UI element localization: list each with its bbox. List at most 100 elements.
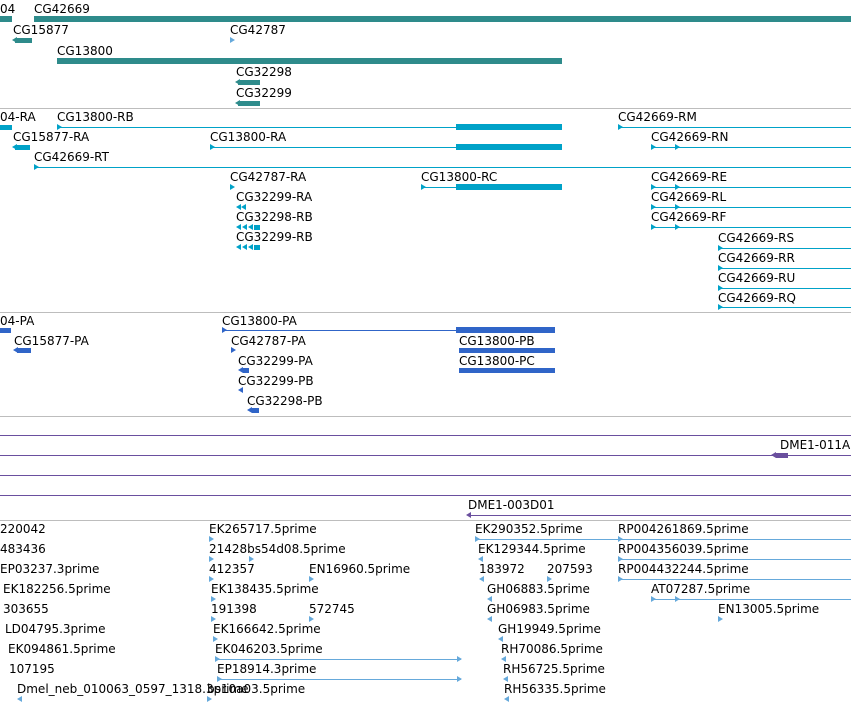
transcript-line-cg42669-rm[interactable] — [618, 127, 851, 128]
transcript-bar-04-ra[interactable] — [0, 125, 12, 130]
strand-forward-icon — [618, 124, 623, 130]
est-label: GH06883.5prime — [487, 582, 590, 596]
array-track-separator — [0, 520, 851, 521]
strand-reverse-icon — [771, 452, 776, 458]
strand-forward-icon — [421, 184, 426, 190]
transcript-line-cg42669-ru[interactable] — [718, 288, 851, 289]
transcript-label: CG42669-RU — [718, 271, 796, 285]
transcript-line-cg42669-rr[interactable] — [718, 268, 851, 269]
strand-forward-icon — [249, 556, 254, 562]
est-label: RP004432244.5prime — [618, 562, 749, 576]
protein-bar-cg13800-pc[interactable] — [459, 368, 555, 373]
feature-line[interactable] — [618, 539, 851, 540]
protein-label: CG42787-PA — [231, 334, 306, 348]
gene-bar-cg32299[interactable] — [238, 101, 260, 106]
feature-block[interactable] — [456, 327, 555, 333]
strand-forward-icon — [210, 144, 215, 150]
est-label: 183972 — [479, 562, 525, 576]
est-line-rp004356039[interactable] — [618, 559, 851, 560]
transcript-line-cg42669-rn[interactable] — [651, 147, 851, 148]
transcript-line-cg42669-re[interactable] — [651, 187, 851, 188]
strand-forward-icon — [718, 304, 723, 310]
est-label: GH06983.5prime — [487, 602, 590, 616]
gene-bar-cg32298[interactable] — [238, 80, 260, 85]
feature-block[interactable] — [252, 408, 259, 413]
protein-label: CG13800-PC — [459, 354, 535, 368]
strand-forward-icon — [209, 576, 214, 582]
est-label: EK129344.5prime — [478, 542, 586, 556]
transcript-label: 04-RA — [0, 110, 36, 124]
gene-bar-cg13800[interactable] — [57, 58, 562, 64]
protein-bar-cg13800-pb[interactable] — [459, 348, 555, 353]
strand-forward-icon — [231, 347, 236, 353]
gene-bar-cg15877[interactable] — [15, 38, 32, 43]
strand-reverse-icon — [13, 347, 18, 353]
transcript-line-cg42669-rs[interactable] — [718, 248, 851, 249]
strand-forward-icon — [651, 144, 656, 150]
est-label: EK182256.5prime — [3, 582, 111, 596]
strand-forward-icon — [213, 636, 218, 642]
transcript-line-cg13800-rb[interactable] — [57, 127, 562, 128]
protein-line-cg13800-pa[interactable] — [222, 330, 555, 331]
feature-block[interactable] — [456, 184, 562, 190]
est-label: AT07287.5prime — [651, 582, 751, 596]
array-feature-dme1-011a[interactable] — [776, 453, 788, 458]
transcript-bar-cg15877-ra[interactable] — [15, 145, 30, 150]
est-label: 483436 — [0, 542, 46, 556]
strand-forward-icon — [34, 164, 39, 170]
strand-reverse-icon — [479, 576, 484, 582]
est-label: RH56335.5prime — [504, 682, 606, 696]
array-line-3[interactable] — [0, 475, 851, 476]
strand-reverse-icon — [248, 244, 253, 250]
est-line-at07287[interactable] — [651, 599, 851, 600]
strand-reverse-icon — [235, 100, 240, 106]
est-label: EP03237.3prime — [0, 562, 100, 576]
est-label: EP18914.3prime — [217, 662, 317, 676]
est-label: RH70086.5prime — [501, 642, 603, 656]
array-line-4[interactable] — [0, 495, 851, 496]
gene-label-cg42669: CG42669 — [34, 2, 90, 16]
array-line-2[interactable] — [0, 455, 851, 456]
feature-block[interactable] — [243, 368, 249, 373]
feature-block[interactable] — [254, 225, 260, 230]
est-label: EK265717.5prime — [209, 522, 317, 536]
transcript-line-cg42669-rl[interactable] — [651, 207, 851, 208]
transcript-label: CG42669-RE — [651, 170, 728, 184]
array-line-dme1-003d01[interactable] — [468, 515, 851, 516]
strand-forward-icon — [718, 245, 723, 251]
est-line-ek046203[interactable] — [215, 659, 461, 660]
transcript-label: CG42669-RT — [34, 150, 109, 164]
strand-forward-icon — [675, 184, 680, 190]
feature-block[interactable] — [456, 144, 562, 150]
strand-forward-icon — [209, 536, 214, 542]
strand-reverse-icon — [247, 407, 252, 413]
strand-forward-icon — [230, 184, 235, 190]
est-line-rp004432244[interactable] — [618, 579, 851, 580]
strand-forward-icon — [651, 224, 656, 230]
strand-reverse-icon — [466, 512, 471, 518]
strand-reverse-icon — [236, 224, 241, 230]
est-label: EN13005.5prime — [718, 602, 820, 616]
est-label: EK290352.5prime — [475, 522, 583, 536]
transcript-line-cg42669-rt[interactable] — [34, 167, 851, 168]
gene-bar-cg42669[interactable] — [34, 16, 851, 22]
est-line-ep18914[interactable] — [217, 679, 461, 680]
transcript-line-cg42669-rf[interactable] — [651, 227, 851, 228]
transcript-label: CG42669-RN — [651, 130, 729, 144]
gene-bar-04[interactable] — [0, 16, 12, 22]
transcript-line-cg13800-ra[interactable] — [210, 147, 562, 148]
strand-forward-icon — [675, 144, 680, 150]
protein-bar-04-pa[interactable] — [0, 328, 11, 333]
est-label: GH19949.5prime — [498, 622, 601, 636]
feature-block[interactable] — [254, 245, 260, 250]
strand-reverse-icon — [235, 79, 240, 85]
strand-reverse-icon — [236, 244, 241, 250]
transcript-line-cg42669-rq[interactable] — [718, 307, 851, 308]
protein-bar-cg15877-pa[interactable] — [17, 348, 31, 353]
array-line-1[interactable] — [0, 435, 851, 436]
strand-forward-icon — [547, 576, 552, 582]
feature-block[interactable] — [456, 124, 562, 130]
gene-label-cg32299: CG32299 — [236, 86, 292, 100]
transcript-label: CG13800-RC — [421, 170, 498, 184]
protein-label: CG13800-PB — [459, 334, 535, 348]
